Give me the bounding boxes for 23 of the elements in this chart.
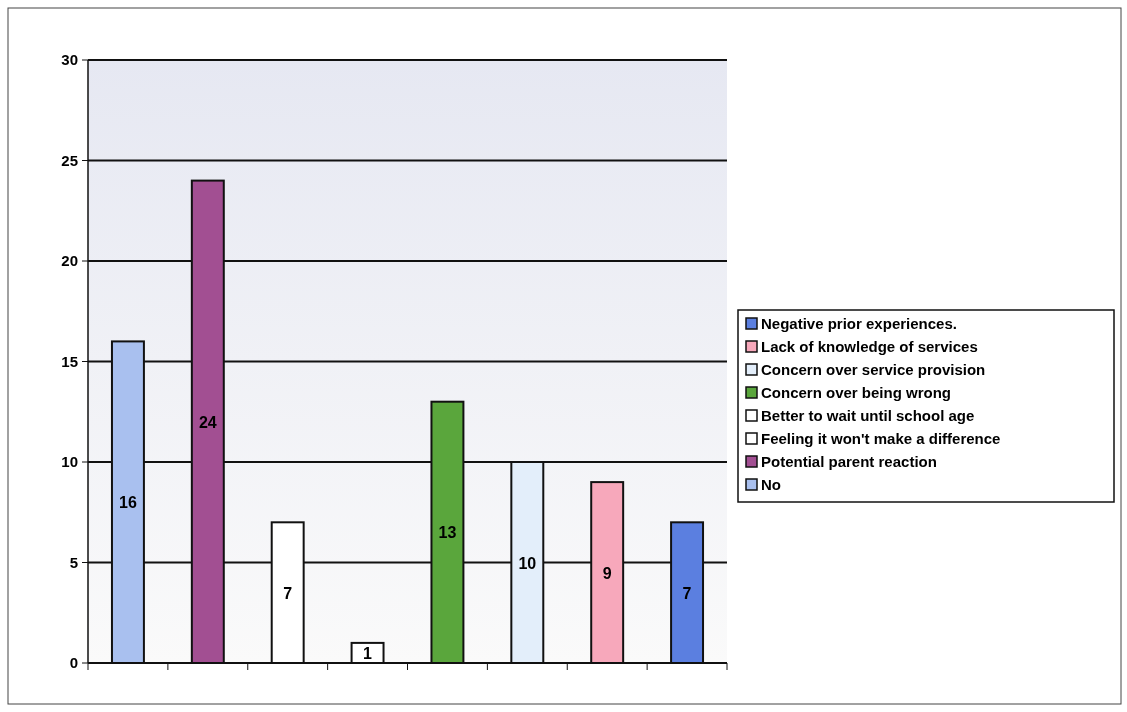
legend-label: Lack of knowledge of services [761,338,978,355]
legend-label: Negative prior experiences. [761,315,957,332]
data-label: 16 [119,494,137,512]
data-label: 10 [518,554,537,572]
data-label: 7 [283,584,293,602]
legend-label: Better to wait until school age [761,407,975,424]
y-tick-label: 25 [61,151,78,169]
y-tick-label: 30 [61,51,78,68]
y-tick-label: 15 [61,352,78,370]
y-tick-label: 20 [61,252,78,269]
legend-label: Feeling it won't make a difference [761,430,1001,447]
legend-label: Concern over service provision [761,361,986,378]
y-tick-label: 10 [61,453,78,470]
data-label: 24 [198,413,217,431]
legend-label: Concern over being wrong [761,384,952,401]
data-label: 13 [438,524,457,542]
data-label: 9 [602,564,612,582]
data-label: 7 [682,584,692,602]
y-tick-label: 5 [69,553,78,571]
legend-label: Potential parent reaction [761,453,937,470]
legend-label: No [761,476,781,493]
data-label: 1 [363,644,373,662]
y-tick-label: 0 [69,654,78,671]
